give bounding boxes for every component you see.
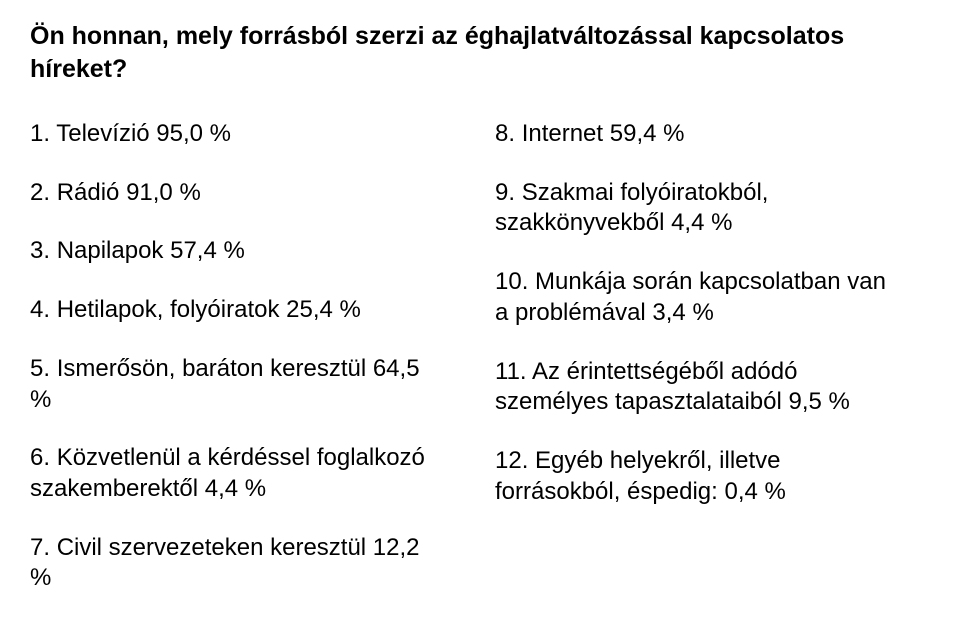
item-number: 1. bbox=[30, 120, 50, 147]
list-item: 1. Televízió 95,0 % bbox=[30, 119, 435, 150]
item-number: 5. bbox=[30, 355, 50, 382]
item-number: 7. bbox=[30, 534, 50, 561]
item-number: 8. bbox=[495, 120, 515, 147]
item-number: 11. bbox=[495, 358, 527, 385]
item-number: 4. bbox=[30, 296, 50, 323]
item-text: Civil szervezeteken keresztül 12,2 % bbox=[30, 534, 420, 592]
left-column: 1. Televízió 95,0 % 2. Rádió 91,0 % 3. N… bbox=[30, 119, 435, 622]
document-page: Ön honnan, mely forrásból szerzi az égha… bbox=[0, 0, 960, 642]
item-number: 3. bbox=[30, 237, 50, 264]
columns-wrapper: 1. Televízió 95,0 % 2. Rádió 91,0 % 3. N… bbox=[30, 119, 920, 622]
list-item: 12. Egyéb helyekről, illetve forrásokból… bbox=[495, 446, 900, 507]
item-number: 10. bbox=[495, 268, 528, 295]
item-text: Az érintettségéből adódó személyes tapas… bbox=[495, 358, 850, 416]
item-text: Munkája során kapcsolatban van a problém… bbox=[495, 268, 886, 326]
list-item: 2. Rádió 91,0 % bbox=[30, 178, 435, 209]
list-item: 11. Az érintettségéből adódó személyes t… bbox=[495, 357, 900, 418]
item-text: Egyéb helyekről, illetve forrásokból, és… bbox=[495, 447, 786, 505]
item-number: 9. bbox=[495, 179, 515, 206]
item-number: 6. bbox=[30, 444, 50, 471]
list-item: 8. Internet 59,4 % bbox=[495, 119, 900, 150]
list-item: 6. Közvetlenül a kérdéssel foglalkozó sz… bbox=[30, 443, 435, 504]
item-text: Közvetlenül a kérdéssel foglalkozó szake… bbox=[30, 444, 425, 502]
item-number: 12. bbox=[495, 447, 528, 474]
list-item: 4. Hetilapok, folyóiratok 25,4 % bbox=[30, 295, 435, 326]
right-column: 8. Internet 59,4 % 9. Szakmai folyóirato… bbox=[495, 119, 900, 622]
list-item: 5. Ismerősön, baráton keresztül 64,5 % bbox=[30, 354, 435, 415]
item-text: Napilapok 57,4 % bbox=[57, 237, 245, 264]
item-text: Ismerősön, baráton keresztül 64,5 % bbox=[30, 355, 420, 413]
item-text: Szakmai folyóiratokból, szakkönyvekből 4… bbox=[495, 179, 768, 237]
item-text: Internet 59,4 % bbox=[522, 120, 685, 147]
item-text: Televízió 95,0 % bbox=[56, 120, 231, 147]
item-text: Hetilapok, folyóiratok 25,4 % bbox=[57, 296, 361, 323]
list-item: 9. Szakmai folyóiratokból, szakkönyvekbő… bbox=[495, 178, 900, 239]
item-text: Rádió 91,0 % bbox=[57, 179, 201, 206]
list-item: 3. Napilapok 57,4 % bbox=[30, 236, 435, 267]
item-number: 2. bbox=[30, 179, 50, 206]
page-title: Ön honnan, mely forrásból szerzi az égha… bbox=[30, 20, 920, 85]
list-item: 10. Munkája során kapcsolatban van a pro… bbox=[495, 267, 900, 328]
list-item: 7. Civil szervezeteken keresztül 12,2 % bbox=[30, 533, 435, 594]
